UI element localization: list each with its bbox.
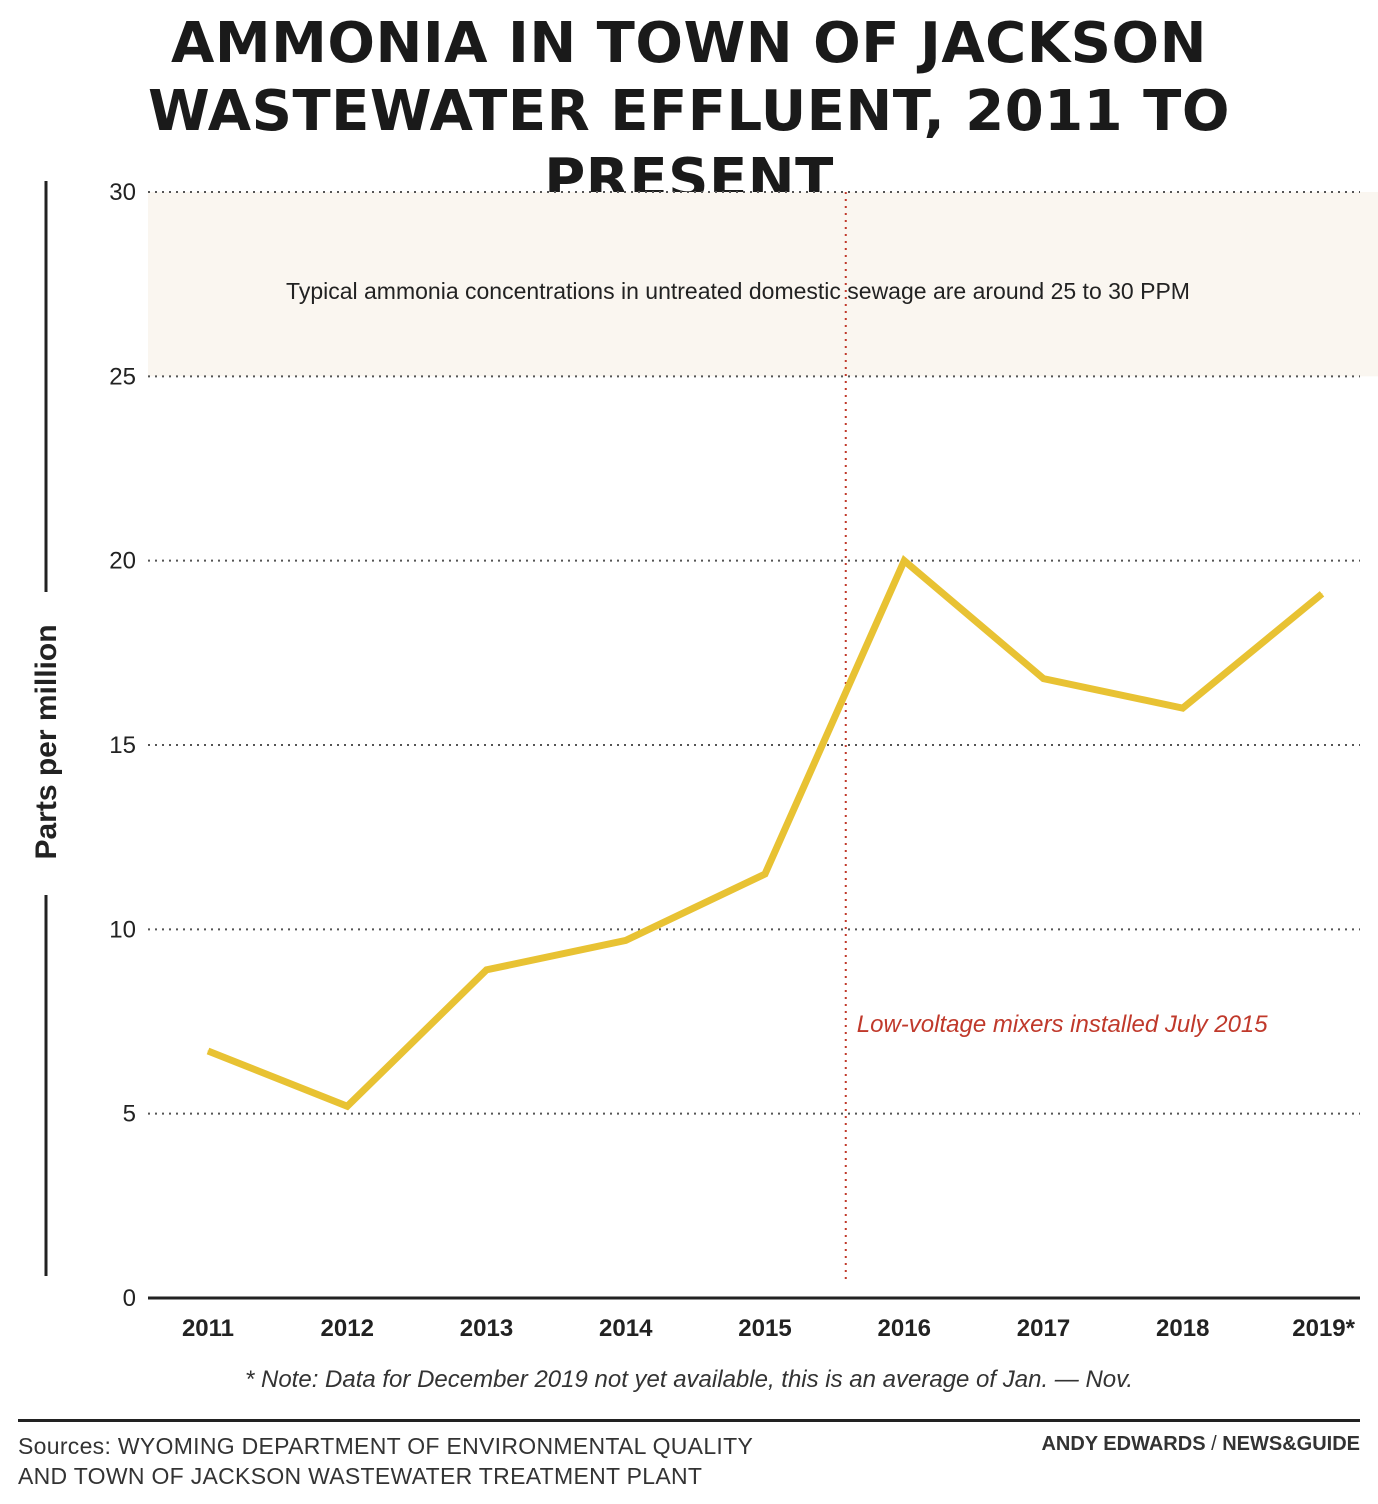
x-tick-label: 2016 [878, 1315, 931, 1342]
sources-line-1: Sources: WYOMING DEPARTMENT OF ENVIRONME… [18, 1433, 754, 1459]
y-tick-label: 0 [123, 1285, 136, 1312]
line-chart: Typical ammonia concentrations in untrea… [30, 179, 1378, 1342]
x-tick-label: 2017 [1017, 1315, 1070, 1342]
y-tick-label: 5 [123, 1101, 136, 1128]
x-tick-label: 2015 [738, 1315, 791, 1342]
data-point [903, 560, 905, 562]
credit: ANDY EDWARDS / NEWS&GUIDE [1041, 1433, 1360, 1456]
chart-title-line-1: AMMONIA IN TOWN OF JACKSON [171, 11, 1207, 76]
credit-outlet: NEWS&GUIDE [1222, 1433, 1360, 1455]
axes-layer: Parts per million [30, 181, 1360, 1300]
footnote: * Note: Data for December 2019 not yet a… [244, 1366, 1134, 1393]
event-marker-layer: Low-voltage mixers installed July 2015 [844, 192, 1269, 1282]
y-tick-label: 15 [109, 732, 136, 759]
y-tick-label: 30 [109, 179, 136, 206]
shaded-band [148, 192, 1378, 377]
y-tick-label: 20 [109, 548, 136, 575]
event-marker-label: Low-voltage mixers installed July 2015 [857, 1011, 1269, 1038]
chart-title-line-2: WASTEWATER EFFLUENT, 2011 TO PRESENT [148, 79, 1230, 212]
data-point [1043, 678, 1044, 680]
credit-separator: / [1205, 1433, 1223, 1455]
x-tick-label: 2013 [460, 1315, 513, 1342]
credit-author: ANDY EDWARDS [1041, 1433, 1206, 1455]
x-tick-label: 2018 [1156, 1315, 1209, 1342]
shaded-band-label: Typical ammonia concentrations in untrea… [286, 278, 1190, 304]
data-point [486, 969, 487, 971]
y-axis-label: Parts per million [30, 624, 63, 859]
x-tick-label: 2014 [599, 1315, 653, 1342]
x-tick-labels: 2011 2012 2013 2014 2015 2016 2017 2018 2019* [182, 1315, 1356, 1342]
data-point [764, 873, 766, 875]
sources: Sources: WYOMING DEPARTMENT OF ENVIRONME… [18, 1431, 753, 1491]
data-point [1182, 707, 1184, 709]
data-point [1321, 593, 1323, 595]
data-point [207, 1050, 209, 1052]
x-tick-label: 2019* [1292, 1315, 1355, 1342]
y-tick-label: 10 [109, 916, 136, 943]
y-tick-label: 25 [109, 363, 136, 390]
x-tick-label: 2012 [321, 1315, 374, 1342]
y-tick-labels: 0 5 10 15 20 25 30 [109, 179, 136, 1312]
footer-divider [18, 1419, 1360, 1422]
data-point [625, 939, 627, 941]
series-layer [206, 554, 1325, 1111]
sources-line-2: AND TOWN OF JACKSON WASTEWATER TREATMENT… [18, 1463, 703, 1489]
x-tick-label: 2011 [182, 1315, 234, 1342]
data-point [346, 1105, 348, 1107]
gridlines-layer [148, 191, 1360, 1115]
chart-title: AMMONIA IN TOWN OF JACKSON WASTEWATER EF… [0, 10, 1378, 214]
shaded-band-layer: Typical ammonia concentrations in untrea… [148, 192, 1378, 377]
